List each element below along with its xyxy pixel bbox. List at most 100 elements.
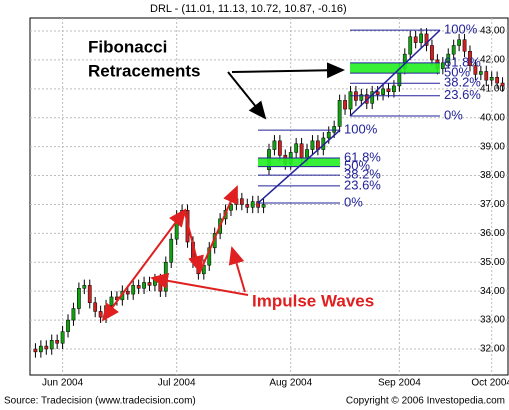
annotation: Retracements — [88, 61, 200, 80]
candle-body — [326, 131, 331, 139]
y-tick-label: 37.00 — [480, 199, 505, 210]
candle-body — [55, 340, 60, 344]
candle-body — [332, 126, 337, 133]
candle-body — [478, 71, 483, 75]
candle-body — [424, 33, 429, 46]
candle-body — [87, 285, 92, 303]
annotation: Fibonacci — [88, 37, 167, 56]
candle-body — [272, 140, 277, 150]
fib-level-label: 38.2% — [344, 167, 381, 182]
candle-body — [299, 143, 304, 159]
candle-body — [413, 36, 418, 43]
candle-body — [337, 100, 342, 127]
candle-body — [484, 71, 489, 81]
y-tick-label: 43.00 — [480, 26, 505, 37]
y-tick-label: 39.00 — [480, 141, 505, 152]
candle-body — [125, 290, 130, 295]
candle-body — [109, 296, 114, 306]
x-tick-label: Jun 2004 — [42, 378, 84, 389]
annotation: Impulse Waves — [252, 291, 374, 310]
candle-body — [82, 285, 87, 289]
candle-body — [142, 282, 146, 289]
candle-body — [77, 288, 81, 309]
fib-highlight — [350, 62, 440, 74]
candle-body — [305, 149, 309, 159]
fib-level-label: 61.8% — [444, 54, 481, 69]
x-tick-label: Sep 2004 — [378, 378, 421, 389]
candle-body — [98, 311, 103, 318]
candle-body — [44, 345, 49, 350]
candle-body — [451, 45, 456, 55]
candle-body — [33, 348, 38, 353]
candle-body — [163, 262, 168, 292]
annotation-arrows — [101, 62, 345, 322]
x-tick-label: Oct 2004 — [471, 378, 509, 389]
fib-level-label: 23.6% — [444, 87, 481, 102]
candle-body — [462, 39, 467, 52]
y-tick-label: 40.00 — [480, 112, 505, 123]
candle-body — [38, 345, 43, 353]
fib-level-label: 100% — [344, 122, 378, 137]
candle-body — [375, 91, 380, 95]
fib-level-label: 50% — [444, 65, 470, 80]
candle-body — [419, 33, 423, 43]
candle-body — [49, 340, 54, 350]
y-tick-label: 35.00 — [480, 257, 505, 268]
y-tick-label: 41.00 — [480, 83, 505, 94]
candle-body — [343, 100, 347, 110]
fib-level-label: 38.2% — [444, 75, 481, 90]
candle-body — [348, 91, 353, 110]
candle-body — [147, 282, 152, 286]
candle-body — [440, 62, 445, 69]
candle-body — [408, 36, 413, 55]
candle-body — [158, 279, 163, 292]
candle-body — [370, 91, 375, 104]
copyright-note: Copyright © 2006 Investopedia.com — [346, 396, 505, 407]
candle-body — [446, 53, 451, 64]
candle-body — [495, 77, 500, 84]
y-tick-label: 34.00 — [480, 286, 505, 297]
candle-body — [93, 302, 98, 312]
candle-body — [136, 285, 141, 289]
candle-body — [392, 85, 396, 92]
candle-body — [256, 201, 261, 208]
candle-body — [359, 94, 364, 101]
candle-body — [500, 82, 505, 87]
candle-body — [169, 238, 174, 263]
candle-body — [250, 201, 255, 208]
candle-body — [386, 88, 391, 92]
candle-body — [489, 77, 494, 81]
y-tick-label: 38.00 — [480, 170, 505, 181]
candle-body — [430, 45, 434, 61]
x-tick-label: Aug 2004 — [269, 378, 312, 389]
candle-body — [60, 331, 65, 344]
fib-highlight — [258, 157, 340, 167]
candle-body — [71, 308, 76, 321]
chart-title: DRL - (11.01, 11.13, 10.72, 10.87, -0.16… — [150, 3, 347, 15]
candle-body — [131, 285, 136, 295]
candle-body — [310, 140, 315, 150]
y-tick-label: 36.00 — [480, 228, 505, 239]
candle-body — [468, 50, 472, 66]
candle-body — [473, 65, 478, 75]
fib-level-label: 50% — [344, 158, 370, 173]
fib-level-label: 61.8% — [344, 149, 381, 164]
candle-body — [153, 279, 157, 286]
candle-body — [277, 140, 282, 156]
x-tick-label: Jul 2004 — [158, 378, 196, 389]
candle-body — [234, 198, 239, 205]
y-tick-label: 33.00 — [480, 315, 505, 326]
y-tick-label: 32.00 — [480, 344, 505, 355]
candle-body — [66, 319, 70, 332]
source-note: Source: Tradecision (www.tradecision.com… — [4, 396, 196, 407]
candle-body — [261, 204, 266, 208]
candle-body — [245, 204, 250, 208]
fib-level-label: 0% — [444, 107, 463, 122]
fib-level-label: 0% — [344, 194, 363, 209]
fib-level-label: 100% — [444, 22, 478, 37]
candle-body — [239, 198, 244, 205]
candle-body — [381, 88, 385, 95]
candle-body — [457, 39, 461, 46]
fib-level-label: 23.6% — [344, 177, 381, 192]
